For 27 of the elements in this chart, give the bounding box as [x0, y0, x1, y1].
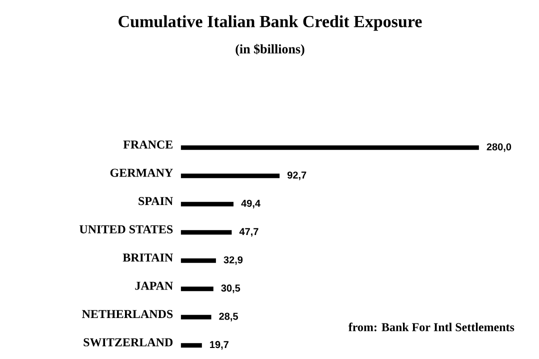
- data-label: 280,0: [486, 143, 512, 152]
- y-tick-label: GERMANY: [110, 168, 173, 177]
- bar: [180, 286, 214, 291]
- bar: [180, 258, 216, 263]
- y-tick-label: SWITZERLAND: [84, 338, 173, 346]
- data-label: 28,5: [219, 312, 238, 322]
- data-label: 92,7: [287, 171, 306, 180]
- y-tick-label: NETHERLANDS: [82, 310, 173, 318]
- bar: [180, 230, 232, 234]
- bar: [180, 314, 212, 320]
- bar: [180, 202, 234, 206]
- data-label: 32,9: [224, 256, 243, 265]
- data-label: 49,4: [241, 200, 260, 208]
- annotation: from: Bank For Intl Settlements: [348, 322, 514, 332]
- y-tick-label: BRITAIN: [122, 253, 173, 262]
- chart-title: Cumulative Italian Bank Credit Exposure: [118, 15, 422, 30]
- bar: [180, 173, 280, 178]
- data-label: 47,7: [239, 228, 258, 236]
- chart-subtitle: (in $billions): [236, 44, 304, 56]
- data-label: 19,7: [210, 340, 228, 350]
- data-label: 30,5: [221, 284, 240, 293]
- bar: [180, 145, 479, 150]
- y-tick-label: JAPAN: [135, 282, 173, 290]
- y-tick-label: UNITED STATES: [80, 225, 173, 234]
- y-tick-label: FRANCE: [123, 140, 173, 148]
- bar: [180, 342, 202, 348]
- y-tick-label: SPAIN: [138, 196, 173, 205]
